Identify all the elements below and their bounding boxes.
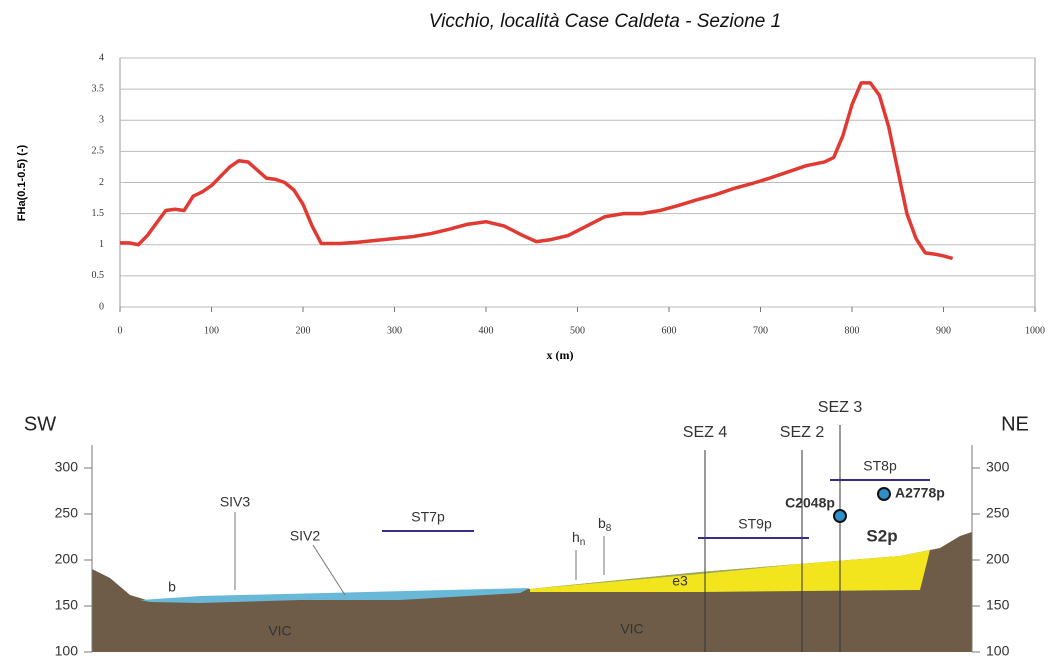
label: hn xyxy=(572,529,585,548)
y-tick-label: 100 xyxy=(55,643,79,659)
y-tick-label: 200 xyxy=(986,551,1010,567)
label: C2048p xyxy=(785,495,835,511)
y-tick-label: 150 xyxy=(55,597,79,613)
x-tick-label: 100 xyxy=(204,325,219,336)
label: SEZ 4 xyxy=(683,424,728,441)
label: e3 xyxy=(672,573,688,589)
label: SIV2 xyxy=(290,528,321,544)
alluvium xyxy=(140,588,530,603)
y-tick-label: 2 xyxy=(99,177,104,188)
y-tick-label: 0.5 xyxy=(92,270,105,281)
x-tick-label: 500 xyxy=(570,325,585,336)
y-tick-label: 2.5 xyxy=(92,146,105,157)
y-tick-label: 4 xyxy=(99,52,104,63)
x-tick-label: 1000 xyxy=(1025,325,1045,336)
x-tick-label: 200 xyxy=(296,325,311,336)
label-base: h xyxy=(572,529,580,545)
y-tick-label: 150 xyxy=(986,597,1010,613)
y-tick-label: 300 xyxy=(986,459,1010,475)
label: b8 xyxy=(598,515,612,534)
y-tick-label: 250 xyxy=(986,505,1010,521)
label-base: b xyxy=(598,515,606,531)
cross-section: SW NE SIV3 SIV2 ST7p b VIC VIC hn b8 SEZ… xyxy=(24,399,1029,658)
label: SEZ 3 xyxy=(818,399,863,416)
label: S2p xyxy=(866,526,897,545)
x-tick-label: 300 xyxy=(387,325,402,336)
direction: SW xyxy=(24,413,56,435)
leader xyxy=(312,544,346,596)
y-tick-label: 300 xyxy=(55,459,79,475)
y-tick-label: 3 xyxy=(99,115,104,126)
x-tick-label: 900 xyxy=(936,325,951,336)
label: A2778p xyxy=(895,485,945,501)
label: SIV3 xyxy=(220,494,251,510)
label: ST7p xyxy=(411,509,445,525)
x-tick-label: 0 xyxy=(118,325,123,336)
label: SEZ 2 xyxy=(780,424,825,441)
data-line xyxy=(120,81,954,261)
y-axis-label: FHa(0.1-0.5) (-) xyxy=(16,144,28,221)
x-tick-label: 400 xyxy=(479,325,494,336)
y-tick-label: 3.5 xyxy=(92,83,105,94)
label: VIC xyxy=(268,623,291,639)
y-tick-label: 1 xyxy=(99,239,104,250)
label: ST8p xyxy=(863,458,897,474)
y-tick-label: 100 xyxy=(986,643,1010,659)
label-sub: n xyxy=(580,537,586,548)
y-tick-label: 1.5 xyxy=(92,208,105,219)
label: b xyxy=(168,579,176,595)
label: VIC xyxy=(620,621,643,637)
y-tick-label: 0 xyxy=(99,301,104,312)
label: ST9p xyxy=(738,516,772,532)
x-tick-label: 800 xyxy=(845,325,860,336)
y-tick-label: 200 xyxy=(55,551,79,567)
layer xyxy=(530,564,800,589)
x-tick-label: 600 xyxy=(662,325,677,336)
label-sub: 8 xyxy=(606,523,612,534)
station xyxy=(833,509,847,523)
chart-title: Vicchio, località Case Caldeta - Sezione… xyxy=(429,11,781,32)
arrows xyxy=(382,479,930,539)
station xyxy=(877,487,891,501)
x-tick-label: 700 xyxy=(753,325,768,336)
y-tick-label: 250 xyxy=(55,505,79,521)
direction: NE xyxy=(1001,413,1029,435)
x-axis-label: x (m) xyxy=(547,348,574,362)
